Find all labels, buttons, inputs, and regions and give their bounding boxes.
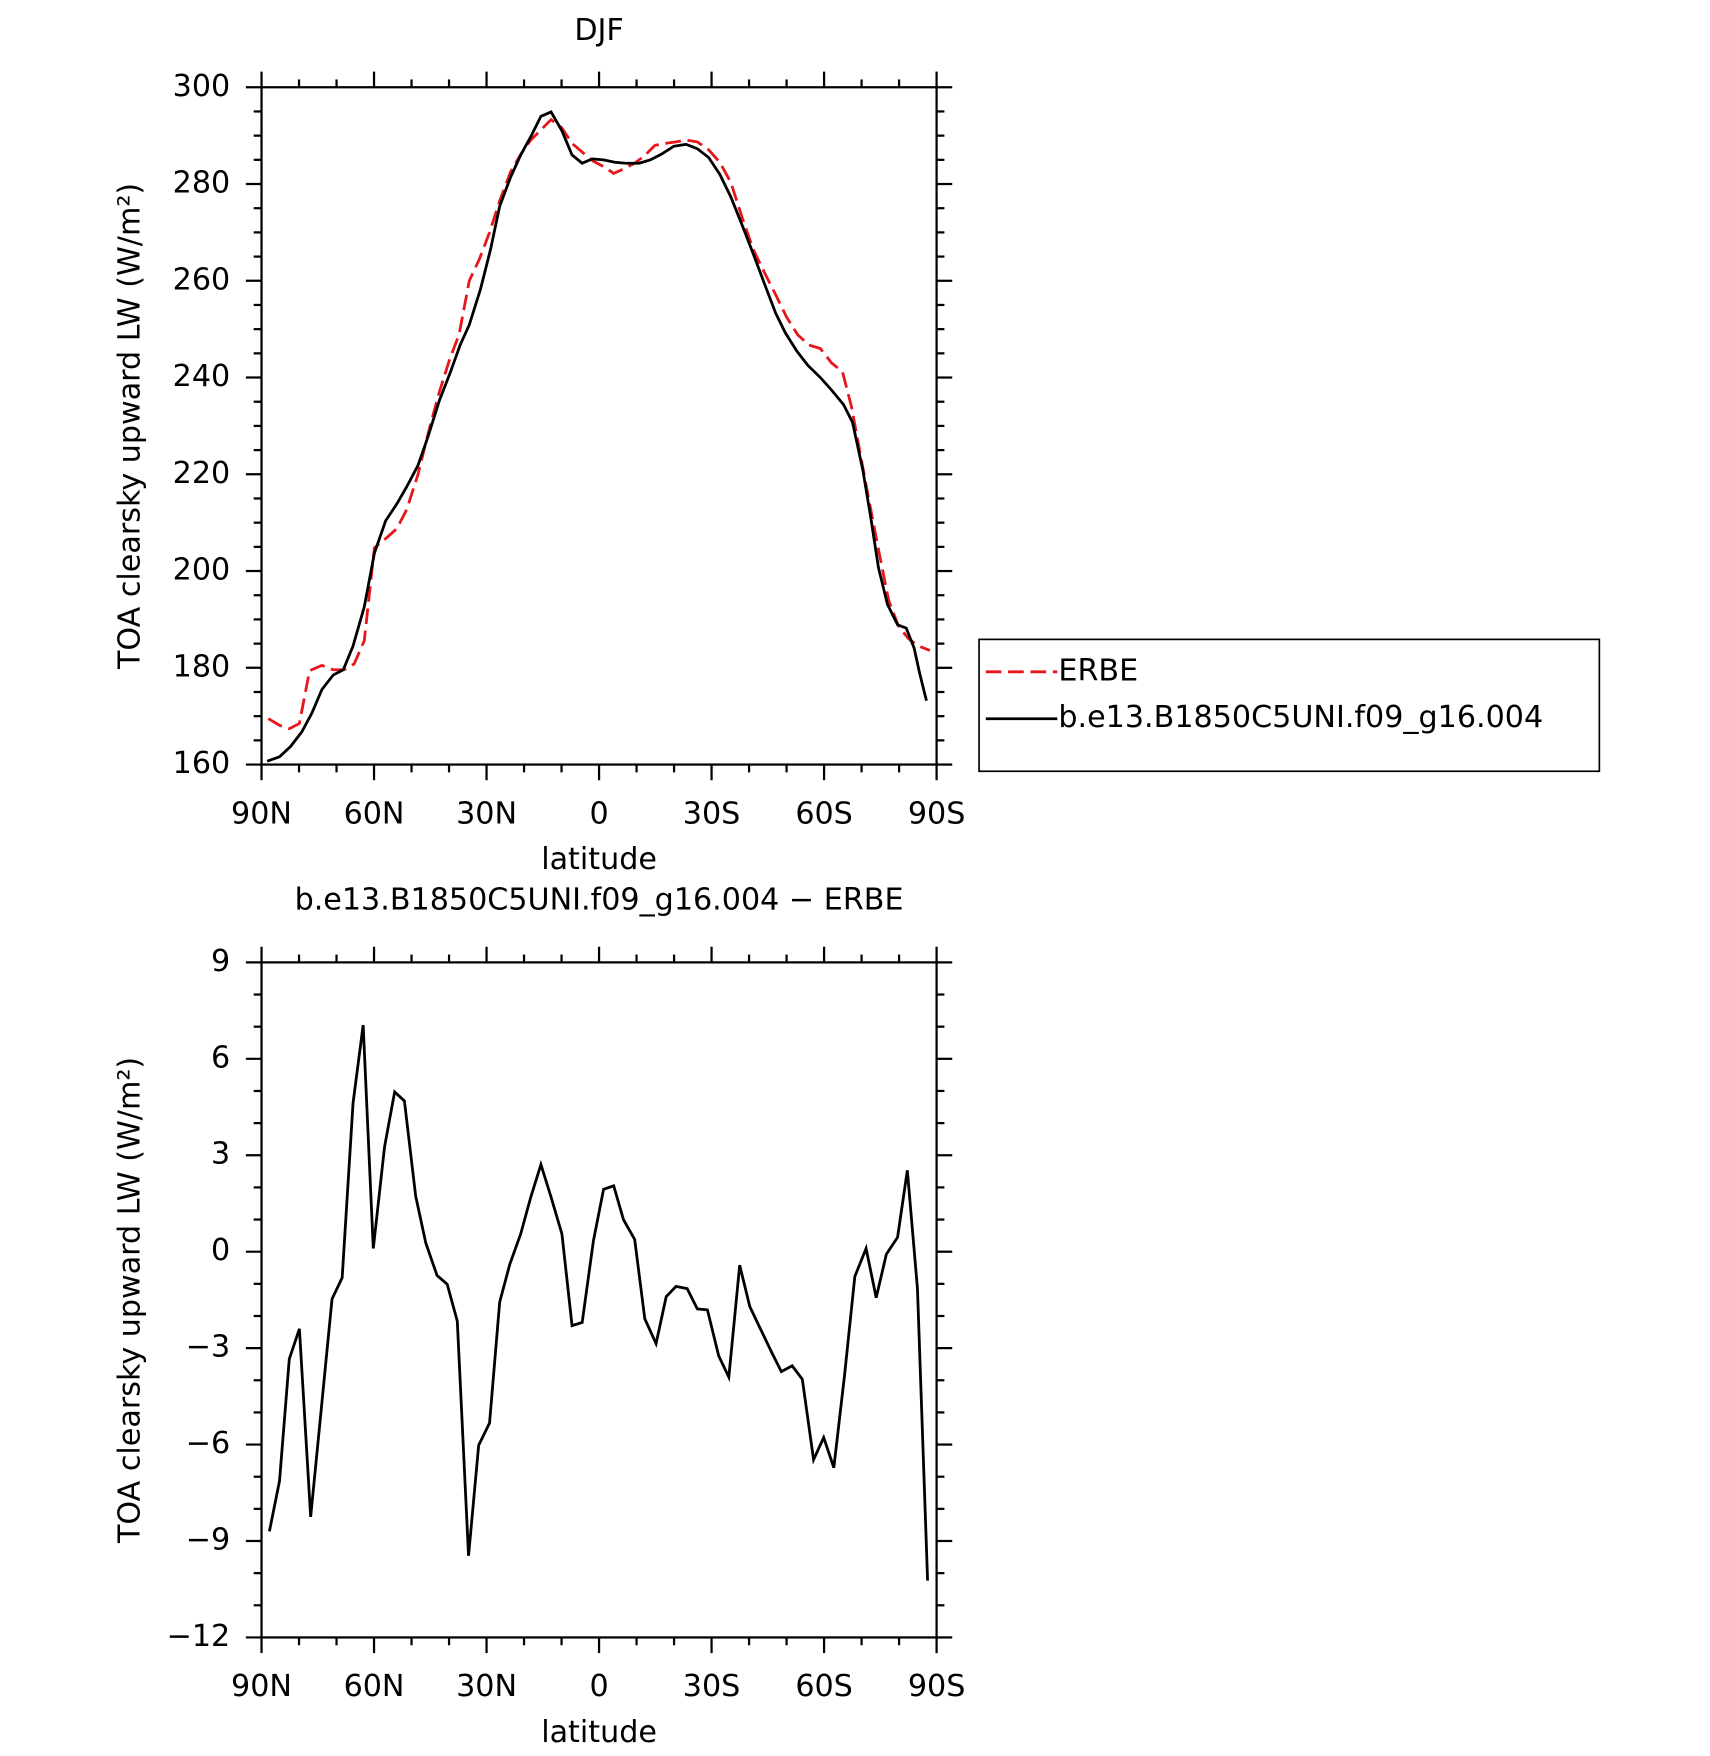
legend-box (978, 638, 1601, 773)
x-tick-label: 60N (344, 1669, 405, 1704)
x-axis-label: latitude (541, 842, 657, 877)
x-tick-label: 90N (231, 1669, 292, 1704)
legend-label: b.e13.B1850C5UNI.f09_g16.004 (1058, 700, 1543, 735)
y-tick-label: −12 (167, 1619, 231, 1654)
x-tick-label: 60S (795, 1669, 853, 1704)
x-tick-label: 0 (589, 1669, 608, 1704)
y-tick-label: 6 (211, 1040, 230, 1075)
y-tick-label: 3 (211, 1137, 230, 1172)
y-tick-label: −6 (186, 1426, 230, 1461)
x-axis-label: latitude (541, 1715, 657, 1750)
plot-frame (260, 961, 938, 1639)
legend: ERBE b.e13.B1850C5UNI.f09_g16.004 (978, 638, 1601, 773)
y-tick-label: 160 (173, 746, 231, 781)
y-tick-label: −9 (186, 1523, 230, 1558)
data-line (267, 117, 931, 731)
x-tick-label: 90N (231, 796, 292, 831)
y-tick-label: 260 (173, 262, 231, 297)
x-tick-label: 90S (908, 1669, 966, 1704)
chart-title: b.e13.B1850C5UNI.f09_g16.004 − ERBE (295, 882, 904, 917)
x-tick-label: 0 (589, 796, 608, 831)
y-tick-label: 220 (173, 456, 231, 491)
y-tick-label: 300 (173, 69, 231, 104)
y-tick-label: 280 (173, 166, 231, 201)
y-tick-label: 200 (173, 553, 231, 588)
x-tick-label: 90S (908, 796, 966, 831)
y-tick-label: 240 (173, 359, 231, 394)
x-tick-label: 60S (795, 796, 853, 831)
y-tick-label: 0 (211, 1233, 230, 1268)
y-axis-label: TOA clearsky upward LW (W/m²) (112, 183, 147, 670)
x-tick-label: 30N (456, 796, 517, 831)
plot-frame (260, 86, 938, 766)
y-tick-label: 9 (211, 944, 230, 979)
x-tick-label: 30N (456, 1669, 517, 1704)
y-axis-label: TOA clearsky upward LW (W/m²) (112, 1057, 147, 1544)
data-line (268, 1024, 929, 1581)
x-tick-label: 30S (683, 796, 741, 831)
legend-label: ERBE (1058, 653, 1138, 688)
y-tick-label: 180 (173, 649, 231, 684)
data-line (266, 110, 928, 763)
y-tick-label: −3 (186, 1330, 230, 1365)
chart-title: DJF (574, 13, 623, 48)
x-tick-label: 60N (344, 796, 405, 831)
x-tick-label: 30S (683, 1669, 741, 1704)
